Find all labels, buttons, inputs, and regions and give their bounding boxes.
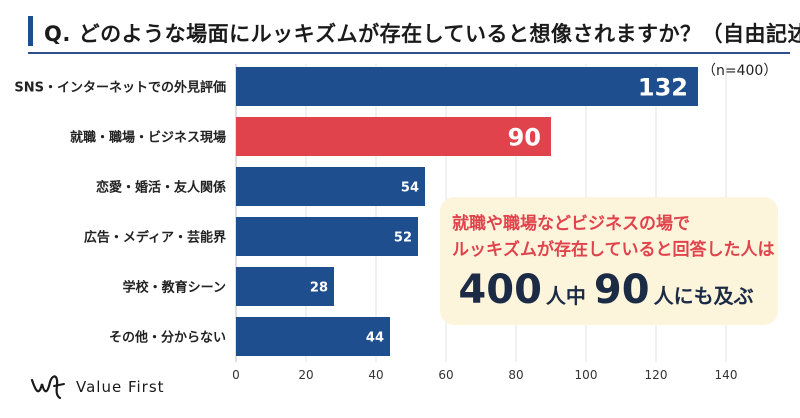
category-label-0: SNS・インターネットでの外見評価 <box>14 80 226 96</box>
title-area: Q. どのような場面にルッキズムが存在していると想像されますか？（自由記述） <box>28 12 800 54</box>
bar-value-label-3: 52 <box>394 231 412 246</box>
category-label-3: 広告・メディア・芸能界 <box>84 230 226 246</box>
bar-1 <box>236 117 551 156</box>
x-tick-label-60: 60 <box>438 368 453 382</box>
callout-highlight: 400 人中 90 人にも及ぶ <box>452 267 768 315</box>
bar-2 <box>236 167 425 206</box>
callout-line2: ルッキズムが存在していると回答した人は <box>452 240 775 260</box>
category-label-4: 学校・教育シーン <box>123 280 226 296</box>
callout-total-number: 400 <box>458 267 542 313</box>
title-underline <box>28 52 790 54</box>
x-tick-label-20: 20 <box>298 368 313 382</box>
x-tick-label-40: 40 <box>368 368 383 382</box>
bar-value-label-0: 132 <box>638 74 688 102</box>
bar-value-label-1: 90 <box>508 124 541 152</box>
chart-title: Q. どのような場面にルッキズムが存在していると想像されますか？（自由記述） <box>44 22 800 46</box>
callout-box: 就職や職場などビジネスの場で ルッキズムが存在していると回答した人は 400 人… <box>440 197 778 325</box>
callout-text-of: 人中 <box>545 284 586 308</box>
bar-5 <box>236 317 390 356</box>
bar-0 <box>236 67 698 106</box>
x-tick-label-120: 120 <box>645 368 668 382</box>
bar-value-label-4: 28 <box>310 281 328 296</box>
bar-value-label-2: 54 <box>401 181 419 196</box>
category-label-1: 就職・職場・ビジネス現場 <box>70 130 226 146</box>
bar-value-label-5: 44 <box>366 331 384 346</box>
bar-4 <box>236 267 334 306</box>
logo-text: Value First <box>76 378 165 396</box>
x-tick-label-0: 0 <box>232 368 240 382</box>
brand-logo: Value First <box>30 372 190 404</box>
sample-size-note: （n=400） <box>702 63 778 79</box>
bar-3 <box>236 217 418 256</box>
x-tick-label-80: 80 <box>508 368 523 382</box>
callout-text-reach: 人にも及ぶ <box>653 284 754 308</box>
value-first-logo-mark-icon <box>30 375 65 400</box>
x-tick-label-100: 100 <box>575 368 598 382</box>
callout-line1: 就職や職場などビジネスの場で <box>452 214 690 234</box>
x-tick-label-140: 140 <box>715 368 738 382</box>
callout-count-number: 90 <box>593 267 650 313</box>
category-label-5: その他・分からない <box>109 330 226 346</box>
title-accent-bar <box>28 16 33 46</box>
category-label-2: 恋愛・婚活・友人関係 <box>96 180 226 196</box>
